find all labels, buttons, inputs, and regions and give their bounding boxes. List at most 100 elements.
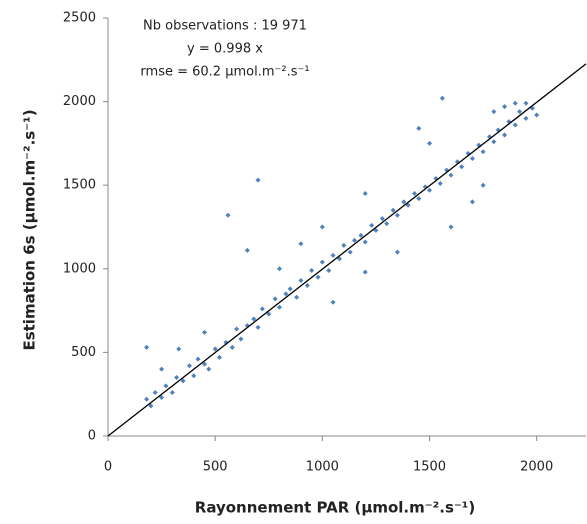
annotation: Nb observations : 19 971 [143,19,307,34]
point [315,274,321,280]
point [469,199,475,205]
point [326,267,332,273]
point [502,104,508,110]
point [412,191,418,197]
point [191,373,197,379]
point [459,164,465,170]
point [234,326,240,332]
point [272,296,278,302]
point [195,356,201,362]
point [534,112,540,118]
point [379,216,385,222]
point [523,100,529,106]
point [469,155,475,161]
y-tick-label: 1000 [63,261,96,276]
point [169,390,175,396]
point [448,224,454,230]
y-tick-label: 2500 [63,11,96,26]
point [512,100,518,106]
point [206,366,212,372]
point [309,267,315,273]
point [448,172,454,178]
point [251,316,257,322]
point [319,259,325,265]
point [266,311,272,317]
point [491,109,497,115]
point [174,374,180,380]
point [362,191,368,197]
x-tick-label: 500 [203,460,228,475]
x-tick-label: 1500 [413,460,446,475]
point [298,278,304,284]
point [298,241,304,247]
point [294,294,300,300]
point [369,222,375,228]
point [437,181,443,187]
point [144,344,150,350]
y-tick-label: 1500 [63,178,96,193]
point [287,286,293,292]
point [341,242,347,248]
point [176,346,182,352]
point [517,109,523,115]
point [163,383,169,389]
point [259,306,265,312]
point [244,247,250,253]
x-tick-label: 0 [104,460,112,475]
point [148,403,154,409]
y-tick-label: 2000 [63,94,96,109]
point [362,269,368,275]
point [159,366,165,372]
fit-line [107,63,587,437]
x-tick-label: 1000 [306,460,339,475]
point [330,252,336,258]
x-axis-label: Rayonnement PAR (µmol.m⁻².s⁻¹) [195,499,475,517]
point [319,224,325,230]
point [255,324,261,330]
point [180,378,186,384]
point [159,395,165,401]
point [255,177,261,183]
point [186,363,192,369]
point [416,125,422,131]
point [384,221,390,227]
point [330,299,336,305]
point [152,390,158,396]
point [427,187,433,193]
point [144,396,150,402]
x-tick-label: 2000 [520,460,553,475]
point [216,354,222,360]
point [362,239,368,245]
point [229,344,235,350]
annotation: rmse = 60.2 µmol.m⁻².s⁻¹ [140,65,309,80]
point [439,95,445,101]
point [394,249,400,255]
point [201,329,207,335]
point [502,132,508,138]
y-axis-label: Estimation 6s (µmol.m⁻².s⁻¹) [21,109,39,350]
point [480,182,486,188]
point [276,266,282,272]
point [491,139,497,145]
point [401,199,407,205]
point [358,232,364,238]
point [390,207,396,213]
y-tick-label: 500 [71,345,96,360]
point [225,212,231,218]
point [212,346,218,352]
point [480,149,486,155]
point [352,237,358,243]
y-tick-label: 0 [88,429,96,444]
point [347,249,353,255]
point [416,196,422,202]
point [394,212,400,218]
point [276,304,282,310]
point [427,140,433,146]
point [512,122,518,128]
point [238,336,244,342]
point [523,115,529,121]
annotation: y = 0.998 x [187,42,263,57]
point [201,361,207,367]
point [304,283,310,289]
